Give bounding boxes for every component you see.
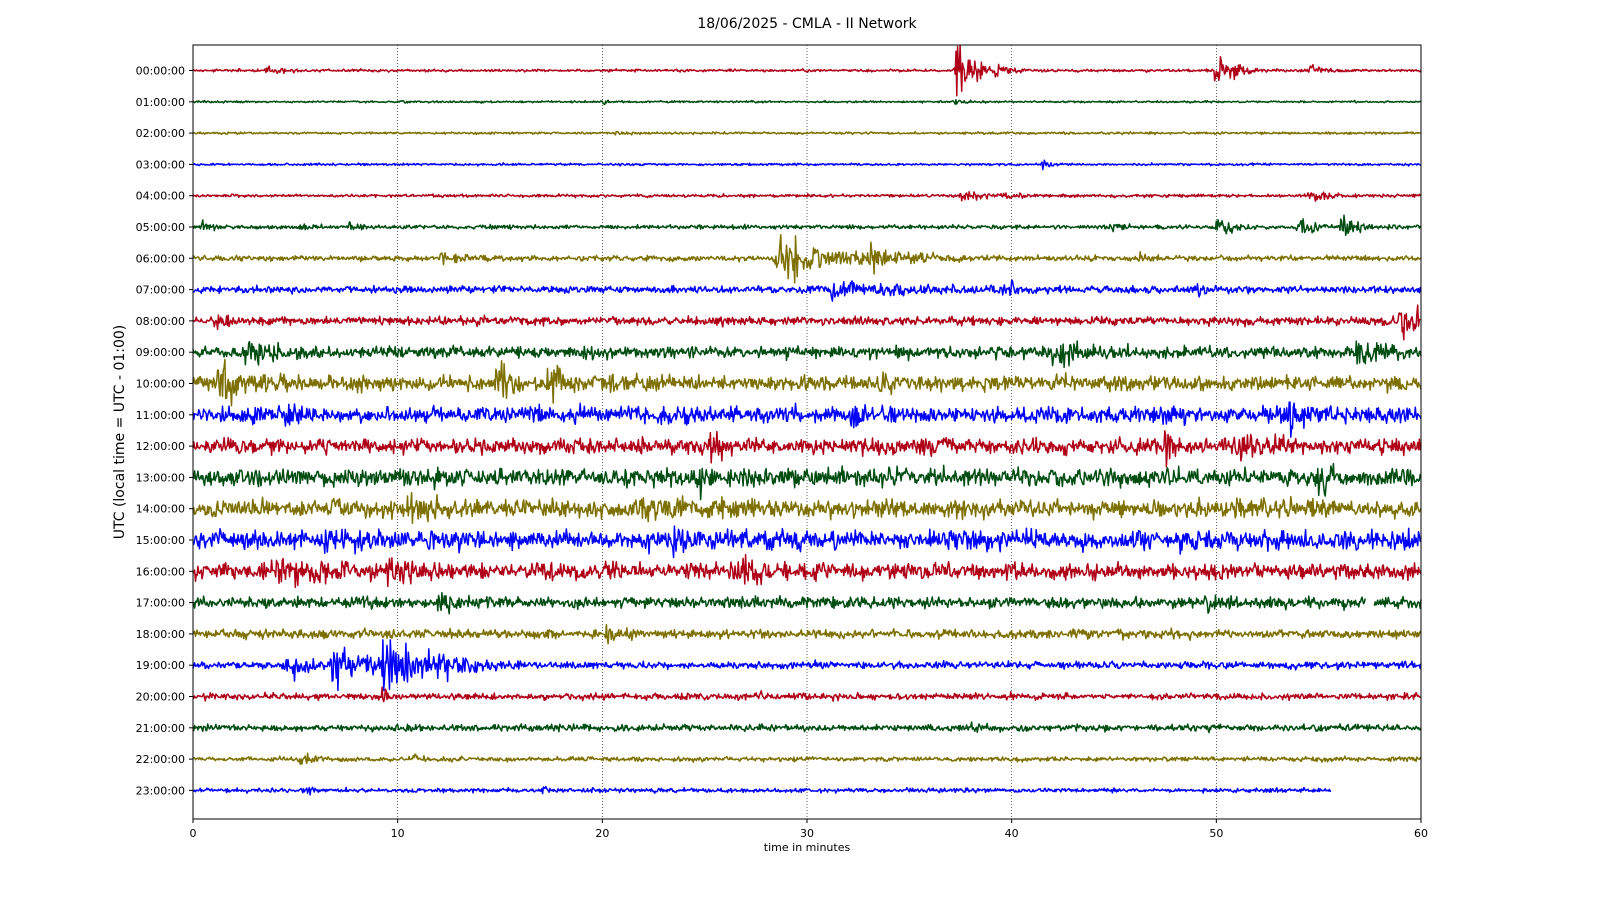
trace-14h bbox=[192, 491, 1422, 524]
trace-layer bbox=[192, 44, 1422, 796]
y-tick-label: 01:00:00 bbox=[136, 96, 185, 109]
x-axis-label: time in minutes bbox=[764, 841, 851, 854]
y-tick-label: 20:00:00 bbox=[136, 691, 185, 704]
trace-12h bbox=[192, 430, 1422, 468]
trace-13h bbox=[192, 462, 1422, 501]
y-tick-label: 11:00:00 bbox=[136, 409, 185, 422]
trace-23h bbox=[192, 785, 1332, 796]
y-tick-layer: 00:00:00 01:00:00 02:00:00 03:00:00 04:00:00… bbox=[136, 65, 193, 797]
y-tick-label: 13:00:00 bbox=[136, 471, 185, 484]
trace-16h bbox=[192, 553, 1422, 589]
x-tick-label: 60 bbox=[1414, 827, 1428, 840]
y-tick-label: 00:00:00 bbox=[136, 65, 185, 78]
trace-11h bbox=[192, 401, 1422, 438]
y-tick-label: 23:00:00 bbox=[136, 784, 185, 797]
y-tick-label: 17:00:00 bbox=[136, 597, 185, 610]
y-tick-label: 05:00:00 bbox=[136, 221, 185, 234]
trace-08h bbox=[192, 304, 1422, 341]
y-tick-label: 07:00:00 bbox=[136, 284, 185, 297]
y-tick-label: 04:00:00 bbox=[136, 190, 185, 203]
trace-21h bbox=[192, 721, 1422, 734]
grid-layer bbox=[397, 45, 1217, 819]
x-tick-label: 0 bbox=[190, 827, 197, 840]
y-tick-label: 10:00:00 bbox=[136, 378, 185, 391]
y-tick-label: 19:00:00 bbox=[136, 659, 185, 672]
y-tick-label: 22:00:00 bbox=[136, 753, 185, 766]
y-tick-label: 21:00:00 bbox=[136, 722, 185, 735]
y-axis-label: UTC (local time = UTC - 01:00) bbox=[112, 325, 128, 540]
y-tick-label: 03:00:00 bbox=[136, 158, 185, 171]
y-tick-label: 02:00:00 bbox=[136, 127, 185, 140]
y-tick-label: 06:00:00 bbox=[136, 252, 185, 265]
y-tick-label: 09:00:00 bbox=[136, 346, 185, 359]
trace-03h bbox=[192, 159, 1422, 171]
y-tick-label: 08:00:00 bbox=[136, 315, 185, 328]
x-tick-layer: 0 10 20 30 40 50 60 bbox=[190, 819, 1428, 840]
x-tick-label: 10 bbox=[391, 827, 405, 840]
trace-06h bbox=[192, 233, 1422, 284]
trace-15h bbox=[192, 525, 1422, 559]
trace-10h bbox=[192, 358, 1422, 407]
trace-20h bbox=[192, 686, 1421, 703]
trace-19h bbox=[192, 639, 1422, 692]
x-tick-label: 50 bbox=[1209, 827, 1223, 840]
y-tick-label: 15:00:00 bbox=[136, 534, 185, 547]
y-tick-label: 18:00:00 bbox=[136, 628, 185, 641]
trace-18h bbox=[192, 623, 1422, 645]
chart-title: 18/06/2025 - CMLA - II Network bbox=[697, 16, 917, 32]
trace-04h bbox=[192, 191, 1422, 202]
y-tick-label: 16:00:00 bbox=[136, 565, 185, 578]
trace-05h bbox=[192, 214, 1421, 237]
trace-22h bbox=[192, 752, 1422, 765]
trace-17h bbox=[192, 591, 1422, 615]
y-tick-label: 14:00:00 bbox=[136, 503, 185, 516]
trace-00h bbox=[192, 44, 1422, 97]
y-tick-label: 12:00:00 bbox=[136, 440, 185, 453]
trace-01h bbox=[192, 98, 1422, 106]
trace-02h bbox=[192, 130, 1422, 136]
trace-09h bbox=[192, 340, 1422, 369]
x-tick-label: 30 bbox=[800, 827, 814, 840]
x-tick-label: 20 bbox=[595, 827, 609, 840]
x-tick-label: 40 bbox=[1005, 827, 1019, 840]
trace-07h bbox=[192, 279, 1422, 302]
